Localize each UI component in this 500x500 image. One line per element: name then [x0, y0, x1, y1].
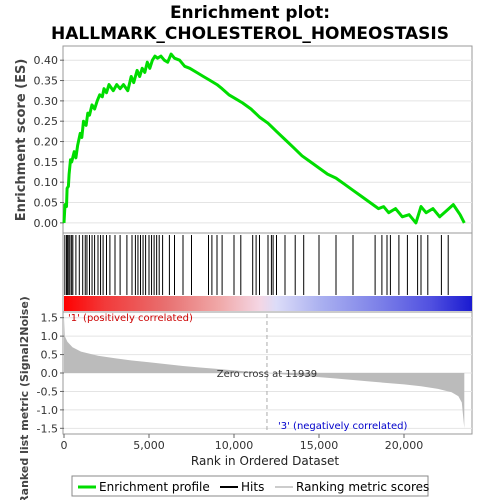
legend-item-enrichment-profile: Enrichment profile — [78, 480, 210, 494]
es-tick-label: 0.10 — [34, 176, 59, 189]
es-panel-frame — [62, 45, 473, 234]
metric-tick-label: 0.5 — [41, 349, 59, 362]
legend-item-hits: Hits — [220, 480, 264, 494]
es-tick-label: 0.30 — [34, 95, 59, 108]
metric-y-axis-label: Ranked list metric (Signal2Noise) — [18, 296, 31, 500]
es-gridlines — [64, 59, 472, 224]
positive-correlation-label: '1' (positively correlated) — [68, 313, 193, 324]
hit-marks — [64, 235, 449, 295]
negative-correlation-label: '3' (negatively correlated) — [278, 421, 407, 432]
es-tick-label: 0.20 — [34, 136, 59, 149]
es-tick-label: 0.35 — [34, 75, 59, 88]
x-tick-label: 5,000 — [133, 439, 165, 452]
legend-label: Enrichment profile — [99, 480, 210, 494]
x-tick-label: 0 — [61, 439, 68, 452]
legend-label: Ranking metric scores — [296, 480, 429, 494]
metric-tick-label: 0.0 — [41, 367, 59, 380]
legend-box — [71, 475, 429, 497]
chart-title-line2: HALLMARK_CHOLESTEROL_HOMEOSTASIS — [51, 24, 449, 44]
zero-cross-label: Zero cross at 11939 — [217, 369, 317, 380]
rank-heatmap-bar — [64, 296, 472, 311]
legend-item-ranking-metric: Ranking metric scores — [275, 480, 429, 494]
es-tick-label: 0.25 — [34, 115, 59, 128]
ranking-metric-area — [64, 317, 465, 429]
es-tick-label: 0.05 — [34, 197, 59, 210]
x-tick-label: 10,000 — [215, 439, 254, 452]
es-y-axis-label: Enrichment score (ES) — [14, 59, 29, 222]
x-axis-label: Rank in Ordered Dataset — [191, 454, 339, 468]
es-tick-label: 0.40 — [34, 54, 59, 67]
metric-tick-label: 1.0 — [41, 330, 59, 343]
es-tick-label: 0.15 — [34, 156, 59, 169]
x-axis-ticks: 0 5,000 10,000 15,000 20,000 — [61, 434, 424, 452]
metric-tick-label: 1.5 — [41, 312, 59, 325]
enrichment-profile-line — [62, 52, 466, 225]
metric-tick-label: -0.5 — [37, 385, 58, 398]
chart-title-line1: Enrichment plot: — [170, 3, 330, 23]
x-tick-label: 20,000 — [385, 439, 424, 452]
legend-label: Hits — [241, 480, 264, 494]
metric-tick-label: -1.5 — [37, 422, 58, 435]
es-y-ticks: 0.00 0.05 0.10 0.15 0.20 0.25 0.30 0.35 0.40 — [34, 54, 64, 230]
es-tick-label: 0.00 — [34, 217, 59, 230]
x-tick-label: 15,000 — [300, 439, 339, 452]
metric-tick-label: -1.0 — [37, 404, 58, 417]
metric-y-ticks: 1.5 1.0 0.5 0.0 -0.5 -1.0 -1.5 — [37, 312, 64, 435]
